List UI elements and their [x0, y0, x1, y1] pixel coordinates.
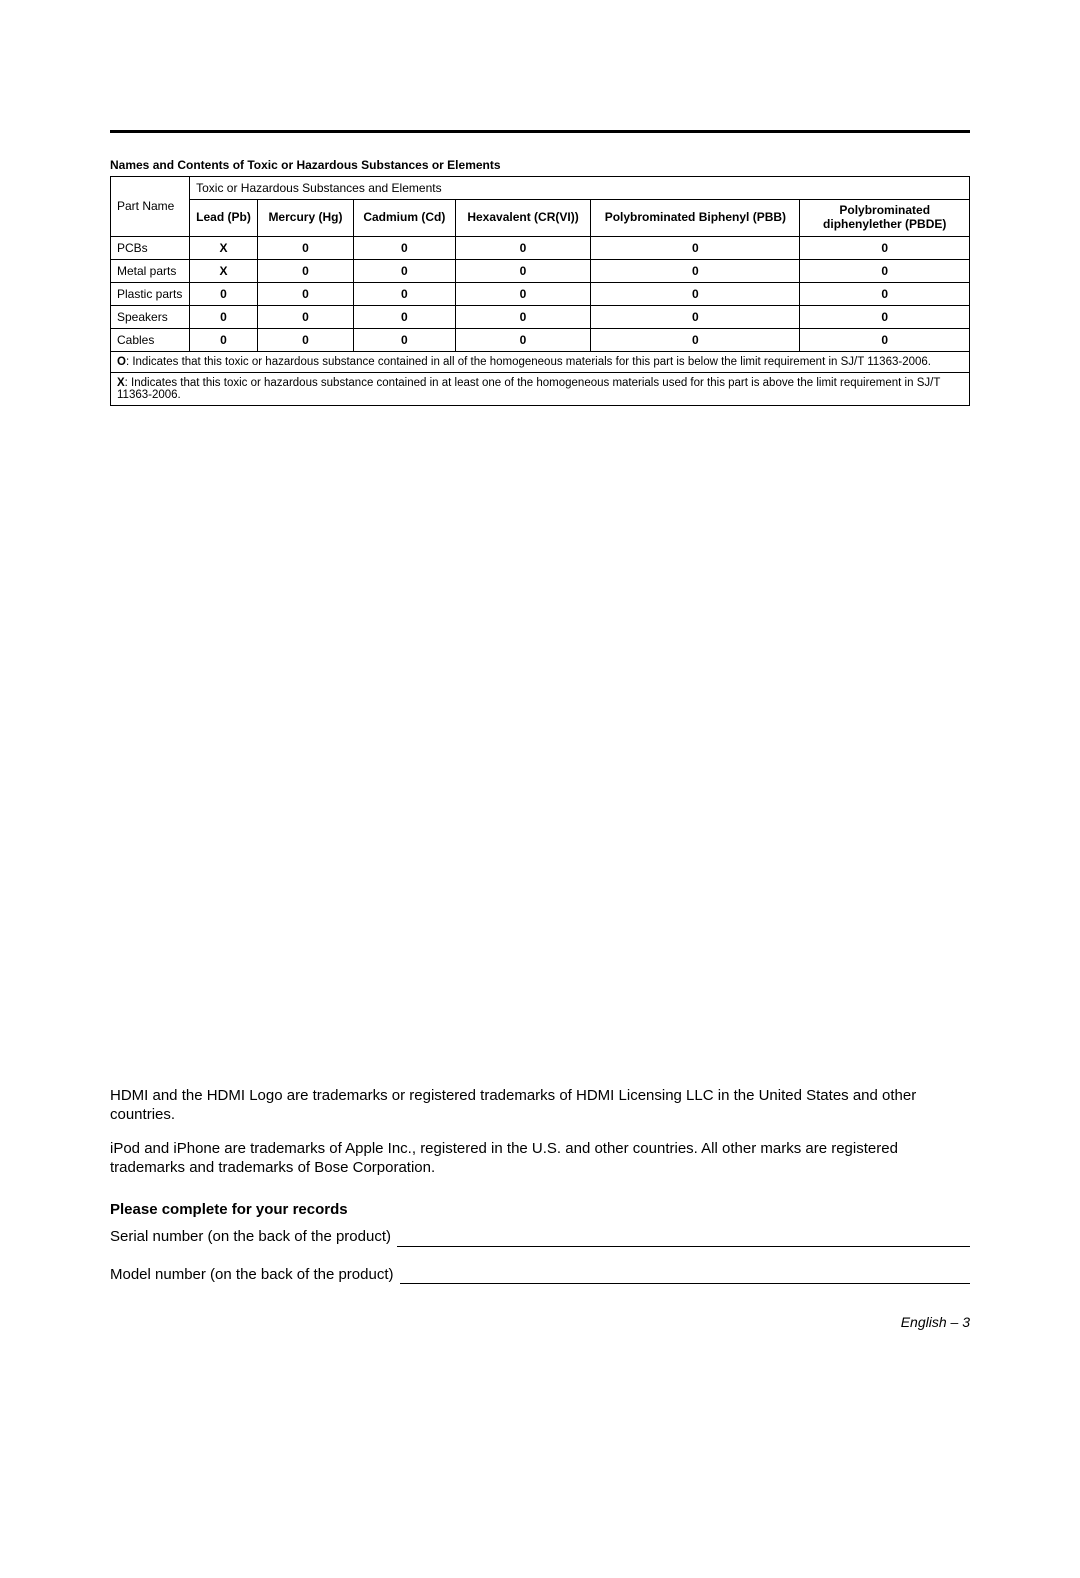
model-number-line[interactable]	[400, 1270, 971, 1284]
note-row-x: X: Indicates that this toxic or hazardou…	[111, 372, 970, 405]
note-x-lead: X	[117, 377, 125, 389]
cell: 0	[190, 282, 258, 305]
part-name: Speakers	[111, 305, 190, 328]
table-row: Speakers 0 0 0 0 0 0	[111, 305, 970, 328]
cell: 0	[591, 259, 800, 282]
cell: 0	[455, 236, 591, 259]
cell: 0	[800, 282, 970, 305]
model-number-label: Model number (on the back of the product…	[110, 1265, 394, 1285]
cell: 0	[353, 259, 455, 282]
cell: 0	[455, 259, 591, 282]
cell: X	[190, 259, 258, 282]
trademark-apple: iPod and iPhone are trademarks of Apple …	[110, 1139, 970, 1178]
cell: 0	[257, 236, 353, 259]
cell: 0	[190, 328, 258, 351]
cell: 0	[353, 236, 455, 259]
cell: 0	[591, 328, 800, 351]
serial-number-label: Serial number (on the back of the produc…	[110, 1227, 391, 1247]
model-number-row: Model number (on the back of the product…	[110, 1265, 970, 1285]
cell: 0	[257, 282, 353, 305]
table-row: Plastic parts 0 0 0 0 0 0	[111, 282, 970, 305]
part-name-header: Part Name	[111, 177, 190, 237]
table-subheader-row: Lead (Pb) Mercury (Hg) Cadmium (Cd) Hexa…	[111, 200, 970, 237]
trademark-hdmi: HDMI and the HDMI Logo are trademarks or…	[110, 1086, 970, 1125]
body-text: HDMI and the HDMI Logo are trademarks or…	[110, 1086, 970, 1285]
substance-group-header: Toxic or Hazardous Substances and Elemen…	[190, 177, 970, 200]
cell: 0	[257, 305, 353, 328]
cell: 0	[190, 305, 258, 328]
serial-number-row: Serial number (on the back of the produc…	[110, 1227, 970, 1247]
hazardous-substances-table: Part Name Toxic or Hazardous Substances …	[110, 176, 970, 406]
cell: 0	[257, 259, 353, 282]
part-name: PCBs	[111, 236, 190, 259]
part-name: Metal parts	[111, 259, 190, 282]
cell: 0	[800, 305, 970, 328]
note-x: X: Indicates that this toxic or hazardou…	[111, 372, 970, 405]
cell: 0	[800, 236, 970, 259]
col-pbb: Polybrominated Biphenyl (PBB)	[591, 200, 800, 237]
table-header-row: Part Name Toxic or Hazardous Substances …	[111, 177, 970, 200]
table-title: Names and Contents of Toxic or Hazardous…	[110, 158, 970, 172]
col-lead: Lead (Pb)	[190, 200, 258, 237]
note-o-lead: O	[117, 356, 126, 368]
cell: 0	[455, 282, 591, 305]
page: Names and Contents of Toxic or Hazardous…	[0, 0, 1080, 1578]
note-o-text: : Indicates that this toxic or hazardous…	[126, 356, 931, 368]
cell: 0	[353, 328, 455, 351]
cell: 0	[257, 328, 353, 351]
table-row: PCBs X 0 0 0 0 0	[111, 236, 970, 259]
page-footer: English – 3	[110, 1314, 970, 1330]
note-row-o: O: Indicates that this toxic or hazardou…	[111, 351, 970, 372]
cell: 0	[455, 328, 591, 351]
cell: 0	[591, 305, 800, 328]
cell: 0	[591, 236, 800, 259]
col-cadmium: Cadmium (Cd)	[353, 200, 455, 237]
col-mercury: Mercury (Hg)	[257, 200, 353, 237]
cell: 0	[800, 328, 970, 351]
col-pbde: Polybrominated diphenylether (PBDE)	[800, 200, 970, 237]
note-o: O: Indicates that this toxic or hazardou…	[111, 351, 970, 372]
cell: 0	[591, 282, 800, 305]
serial-number-line[interactable]	[397, 1233, 970, 1247]
col-hexavalent: Hexavalent (CR(VI))	[455, 200, 591, 237]
records-title: Please complete for your records	[110, 1200, 970, 1220]
cell: 0	[455, 305, 591, 328]
table-row: Metal parts X 0 0 0 0 0	[111, 259, 970, 282]
cell: 0	[353, 282, 455, 305]
cell: 0	[800, 259, 970, 282]
note-x-text: : Indicates that this toxic or hazardous…	[117, 377, 940, 401]
table-row: Cables 0 0 0 0 0 0	[111, 328, 970, 351]
part-name: Plastic parts	[111, 282, 190, 305]
cell: 0	[353, 305, 455, 328]
cell: X	[190, 236, 258, 259]
top-rule	[110, 130, 970, 133]
part-name: Cables	[111, 328, 190, 351]
